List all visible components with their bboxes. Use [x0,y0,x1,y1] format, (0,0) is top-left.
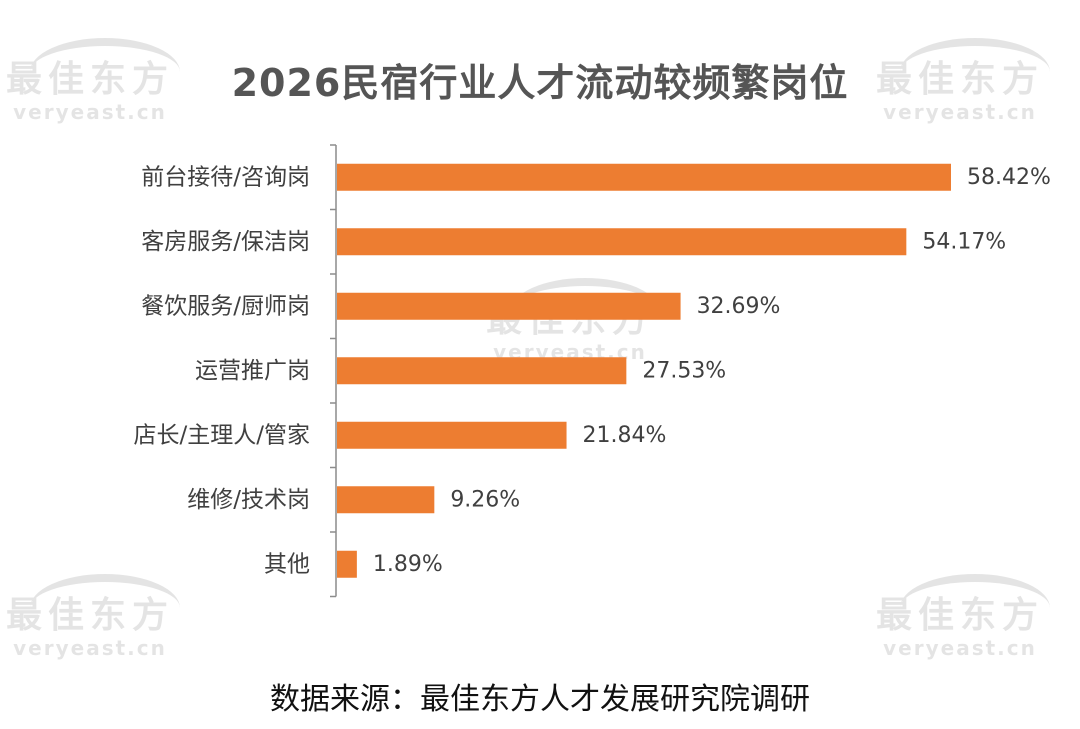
bar [337,421,567,449]
value-label: 54.17% [922,229,1006,254]
bar [337,550,357,578]
bar [337,228,907,256]
value-label: 21.84% [583,423,667,448]
category-label: 维修/技术岗 [187,487,310,513]
value-label: 9.26% [450,487,520,512]
bar [337,486,435,514]
bar [337,163,951,191]
value-label: 58.42% [967,165,1051,190]
data-source-note: 数据来源：最佳东方人才发展研究院调研 [270,682,810,717]
category-label: 店长/主理人/管家 [134,422,311,448]
value-label: 1.89% [373,552,443,577]
category-label: 运营推广岗 [195,358,310,384]
category-label: 客房服务/保洁岗 [141,229,310,255]
bar [337,292,681,320]
category-label: 餐饮服务/厨师岗 [141,293,310,319]
chart-title: 2026民宿行业人才流动较频繁岗位 [231,61,849,105]
category-label: 前台接待/咨询岗 [141,164,310,190]
value-label: 32.69% [697,294,781,319]
bar [337,357,627,385]
value-label: 27.53% [642,358,726,383]
category-label: 其他 [264,551,310,577]
